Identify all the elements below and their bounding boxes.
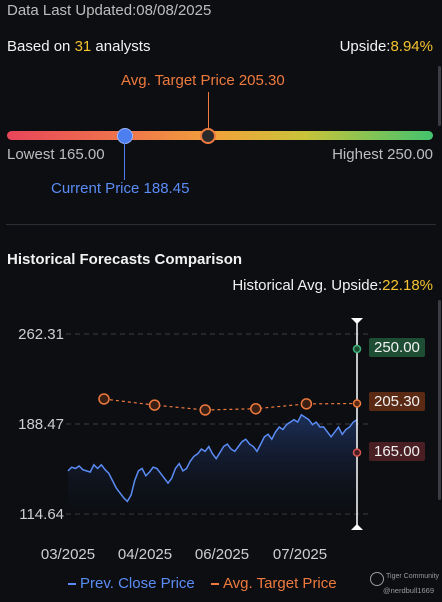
watermark-brand: Tiger Community [386, 573, 440, 580]
avg-target-label: Avg. Target Price 205.30 [121, 72, 285, 89]
crosshair[interactable] [351, 318, 363, 530]
avg-target-point [300, 398, 313, 410]
watermark-user: @nerdbull1669 [383, 586, 434, 595]
upside-value: 8.94% [390, 38, 433, 55]
lowest-label: Lowest 165.00 [7, 146, 105, 163]
x-tick-label: 06/2025 [195, 546, 249, 563]
x-tick-label: 07/2025 [273, 546, 327, 563]
historical-upside-label: Historical Avg. Upside: [232, 277, 383, 294]
avg-target-points [98, 393, 313, 416]
current-price-marker [117, 128, 133, 144]
historical-upside-value: 22.18% [382, 277, 433, 294]
avg-target-point [250, 402, 262, 415]
current-price-connector [124, 142, 125, 180]
tiger-logo-icon [370, 572, 384, 586]
section-divider [6, 224, 436, 225]
close-price-area [68, 414, 357, 514]
avg-target-marker [200, 128, 216, 144]
watermark: Tiger Community @nerdbull1669 [370, 572, 440, 598]
x-tick-label: 03/2025 [41, 546, 95, 563]
legend-target[interactable]: Avg. Target Price [210, 575, 337, 592]
x-axis-labels: 03/2025 04/2025 06/2025 07/2025 [41, 546, 327, 563]
upside-label: Upside: [339, 38, 391, 55]
crosshair-bottom-handle[interactable] [351, 524, 363, 530]
end-value-tag: 205.30 [369, 392, 425, 412]
avg-target-point [148, 399, 161, 411]
y-axis-labels: 262.31 188.47 114.64 [18, 326, 64, 523]
historical-avg-upside: Historical Avg. Upside:22.18% [232, 277, 433, 294]
upside: Upside:8.94% [340, 38, 433, 55]
range-bar [7, 131, 433, 140]
end-dot [352, 399, 362, 408]
end-dot [352, 344, 362, 354]
based-on-suffix: analysts [91, 38, 151, 55]
avg-target-point [98, 393, 110, 405]
historical-title: Historical Forecasts Comparison [7, 251, 243, 268]
last-updated: Data Last Updated:08/08/2025 [7, 2, 212, 19]
legend-close-swatch [68, 583, 76, 586]
avg-target-connector [208, 92, 209, 128]
legend-close[interactable]: Prev. Close Price [68, 575, 195, 592]
scrollbar-bottom[interactable] [438, 300, 441, 500]
end-value-tag: 165.00 [369, 441, 425, 461]
end-dot [352, 448, 362, 457]
highest-label: Highest 250.00 [332, 146, 433, 163]
analyst-summary: Based on 31 analysts [7, 38, 150, 55]
y-tick-label: 114.64 [19, 506, 64, 523]
end-value-tag: 250.00 [369, 338, 425, 357]
avg-target-point [199, 404, 211, 416]
legend-close-label: Prev. Close Price [80, 575, 195, 592]
analyst-count: 31 [74, 38, 92, 55]
close-price-line [67, 413, 358, 503]
based-on-prefix: Based on [7, 38, 75, 55]
crosshair-top-handle[interactable] [351, 318, 363, 324]
avg-target-line [103, 398, 358, 411]
y-tick-label: 262.31 [18, 326, 64, 343]
legend: Prev. Close Price Avg. Target Price [68, 575, 337, 592]
end-dots [352, 344, 362, 457]
scrollbar-top[interactable] [438, 66, 441, 126]
current-price-label: Current Price 188.45 [51, 180, 190, 197]
legend-target-swatch [210, 583, 219, 586]
y-tick-label: 188.47 [18, 416, 64, 433]
legend-target-label: Avg. Target Price [222, 575, 337, 592]
forecast-chart: 262.31 188.47 114.64 03/2025 04/2025 06/2025… [18, 318, 372, 563]
x-tick-label: 04/2025 [118, 546, 172, 563]
